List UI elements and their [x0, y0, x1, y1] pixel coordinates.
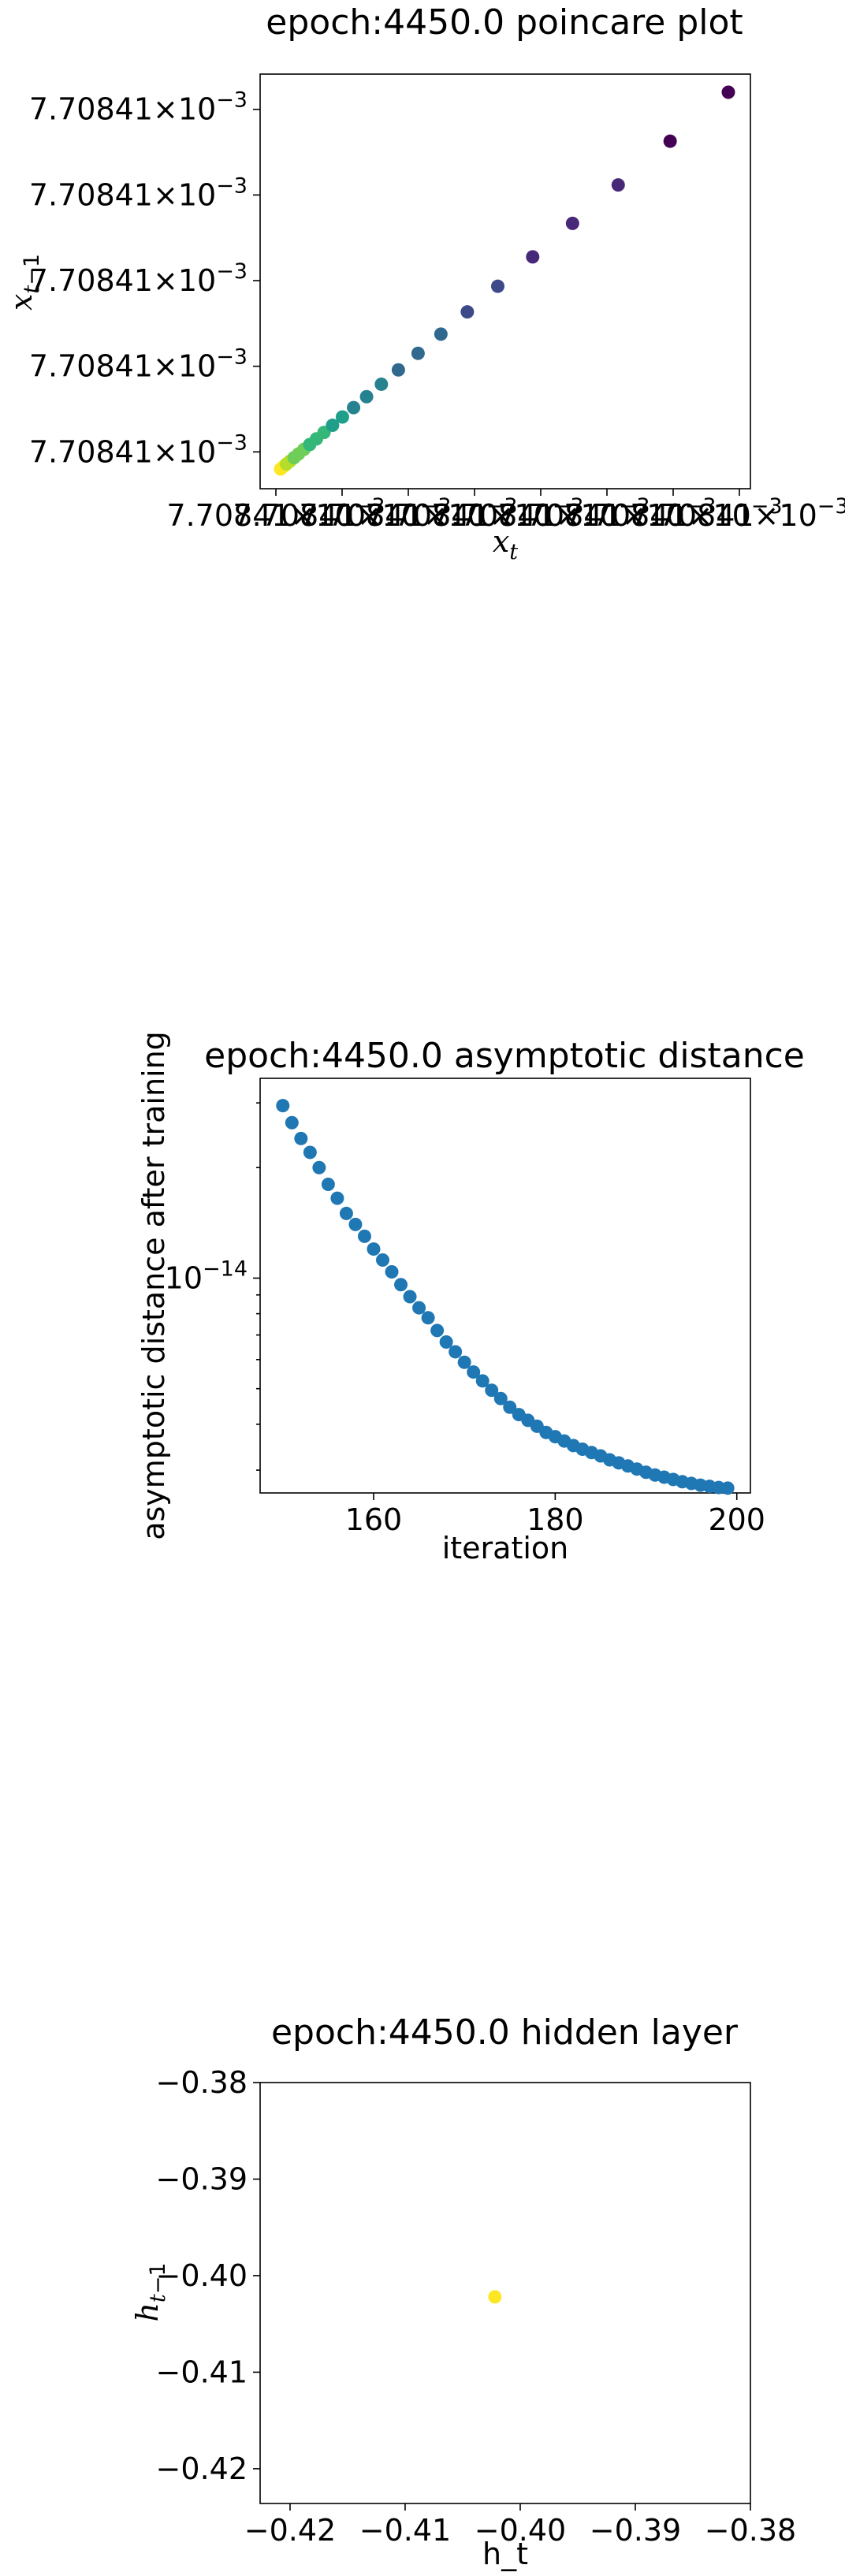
asymptotic-distance-point — [321, 1178, 335, 1192]
hidden-layer-title: epoch:4450.0 hidden layer — [271, 2012, 739, 2053]
asymptotic-distance-point — [421, 1311, 435, 1325]
asymptotic-distance-chart: epoch:4450.0 asymptotic distance 10−14 1… — [136, 1031, 805, 1565]
asymptotic-distance-point — [430, 1323, 445, 1338]
poincare-point — [335, 410, 349, 424]
poincare-plot-points — [274, 85, 735, 476]
asymptotic-distance-x-ticks: 160 180 200 — [345, 1493, 765, 1537]
poincare-point — [565, 216, 579, 230]
asymptotic-distance-point — [285, 1115, 299, 1130]
asymptotic-distance-xlabel: iteration — [442, 1531, 569, 1565]
asymptotic-distance-axes-frame — [259, 1078, 751, 1494]
poincare-x-tick-label: 7.70841×10−3 — [365, 494, 583, 533]
asymptotic-distance-point — [330, 1191, 344, 1205]
asymptotic-distance-point — [303, 1145, 317, 1160]
asymptotic-y-tick-label: 10−14 — [165, 1256, 248, 1295]
poincare-plot-ylabel: xt−1 — [4, 254, 44, 311]
hidden-x-tick-label: −0.41 — [359, 2513, 451, 2548]
asymptotic-distance-point — [485, 1383, 499, 1398]
hidden-layer-xlabel: h_t — [482, 2537, 528, 2571]
poincare-x-tick-label: 7.70841×10−3 — [564, 494, 782, 533]
asymptotic-distance-point — [339, 1206, 353, 1220]
asymptotic-distance-point — [503, 1400, 517, 1414]
asymptotic-distance-point — [457, 1355, 471, 1369]
poincare-point — [490, 279, 504, 293]
poincare-point — [460, 305, 475, 319]
asymptotic-distance-point — [276, 1099, 290, 1113]
hidden-layer-chart: epoch:4450.0 hidden layer −0.38−0.39−0.4… — [130, 2012, 796, 2571]
hidden-x-tick-label: −0.40 — [475, 2513, 566, 2548]
asymptotic-distance-points — [276, 1099, 735, 1495]
asymptotic-distance-point — [439, 1335, 453, 1349]
asymptotic-distance-point — [385, 1265, 399, 1279]
asymptotic-x-tick-label: 200 — [708, 1502, 765, 1537]
poincare-plot-chart: epoch:4450.0 poincare plot 7.70841×10−37… — [4, 2, 845, 564]
poincare-plot-x-ticks: 7.70841×10−37.70841×10−37.70841×10−37.70… — [166, 489, 845, 533]
poincare-point — [411, 346, 425, 360]
hidden-layer-points — [488, 2290, 502, 2304]
asymptotic-distance-point — [467, 1365, 481, 1379]
hidden-y-tick-label: −0.40 — [156, 2258, 248, 2293]
asymptotic-distance-point — [294, 1131, 308, 1145]
poincare-x-tick-label: 7.70841×10−3 — [166, 494, 385, 533]
asymptotic-distance-point — [493, 1391, 508, 1405]
hidden-layer-y-ticks: −0.38 −0.39 −0.40 −0.41 −0.42 — [156, 2065, 260, 2486]
hidden-y-tick-label: −0.41 — [156, 2355, 248, 2389]
asymptotic-distance-title: epoch:4450.0 asymptotic distance — [204, 1036, 805, 1076]
poincare-x-tick-label: 7.70841×10−3 — [233, 494, 451, 533]
asymptotic-distance-point — [412, 1301, 426, 1315]
hidden-y-tick-label: −0.42 — [156, 2451, 248, 2486]
asymptotic-distance-y-ticks: 10−14 — [165, 1102, 260, 1471]
poincare-point — [721, 85, 735, 99]
poincare-plot-axes-frame — [259, 73, 751, 490]
asymptotic-distance-point — [312, 1160, 326, 1174]
poincare-y-tick-label: 7.70841×10−3 — [29, 259, 248, 298]
poincare-point — [359, 389, 374, 404]
poincare-plot-y-ticks: 7.70841×10−3 7.70841×10−3 7.70841×10−3 7.70… — [29, 88, 260, 469]
hidden-x-tick-label: −0.39 — [590, 2513, 681, 2548]
asymptotic-distance-point — [376, 1253, 389, 1268]
poincare-y-tick-label: 7.70841×10−3 — [29, 345, 248, 384]
asymptotic-distance-point — [475, 1374, 490, 1388]
poincare-x-tick-label: 7.70841×10−3 — [630, 494, 845, 533]
poincare-x-tick-label: 7.70841×10−3 — [299, 494, 517, 533]
asymptotic-distance-point — [449, 1345, 463, 1359]
asymptotic-distance-point — [720, 1481, 735, 1495]
hidden-layer-ylabel: ht−1 — [130, 2262, 170, 2321]
poincare-x-tick-label: 7.70841×10−3 — [497, 494, 716, 533]
asymptotic-distance-point — [348, 1217, 363, 1231]
hidden-y-tick-label: −0.38 — [156, 2065, 248, 2100]
poincare-point — [391, 363, 405, 377]
poincare-point — [347, 400, 361, 415]
poincare-point — [434, 327, 448, 341]
poincare-point — [526, 250, 540, 264]
poincare-point — [374, 377, 389, 391]
hidden-layer-x-ticks: −0.42 −0.41 −0.40 −0.39 −0.38 — [244, 2503, 796, 2548]
hidden-layer-axes-frame — [259, 2082, 751, 2504]
poincare-plot-title: epoch:4450.0 poincare plot — [266, 2, 743, 43]
poincare-y-tick-label: 7.70841×10−3 — [29, 88, 248, 127]
asymptotic-distance-point — [367, 1242, 381, 1256]
hidden-x-tick-label: −0.42 — [244, 2513, 336, 2548]
asymptotic-distance-point — [357, 1229, 371, 1243]
poincare-point — [663, 134, 677, 148]
asymptotic-x-tick-label: 160 — [345, 1502, 403, 1537]
poincare-y-tick-label: 7.70841×10−3 — [29, 430, 248, 469]
asymptotic-x-tick-label: 180 — [527, 1502, 584, 1537]
hidden-layer-point — [488, 2290, 502, 2304]
hidden-y-tick-label: −0.39 — [156, 2161, 248, 2196]
asymptotic-distance-ylabel: asymptotic distance after training — [136, 1031, 171, 1540]
asymptotic-distance-point — [403, 1290, 417, 1304]
hidden-x-tick-label: −0.38 — [705, 2513, 796, 2548]
poincare-x-tick-label: 7.70841×10−3 — [431, 494, 650, 533]
poincare-point — [611, 178, 625, 192]
poincare-point — [326, 419, 340, 433]
poincare-y-tick-label: 7.70841×10−3 — [29, 173, 248, 212]
asymptotic-distance-point — [394, 1278, 408, 1292]
